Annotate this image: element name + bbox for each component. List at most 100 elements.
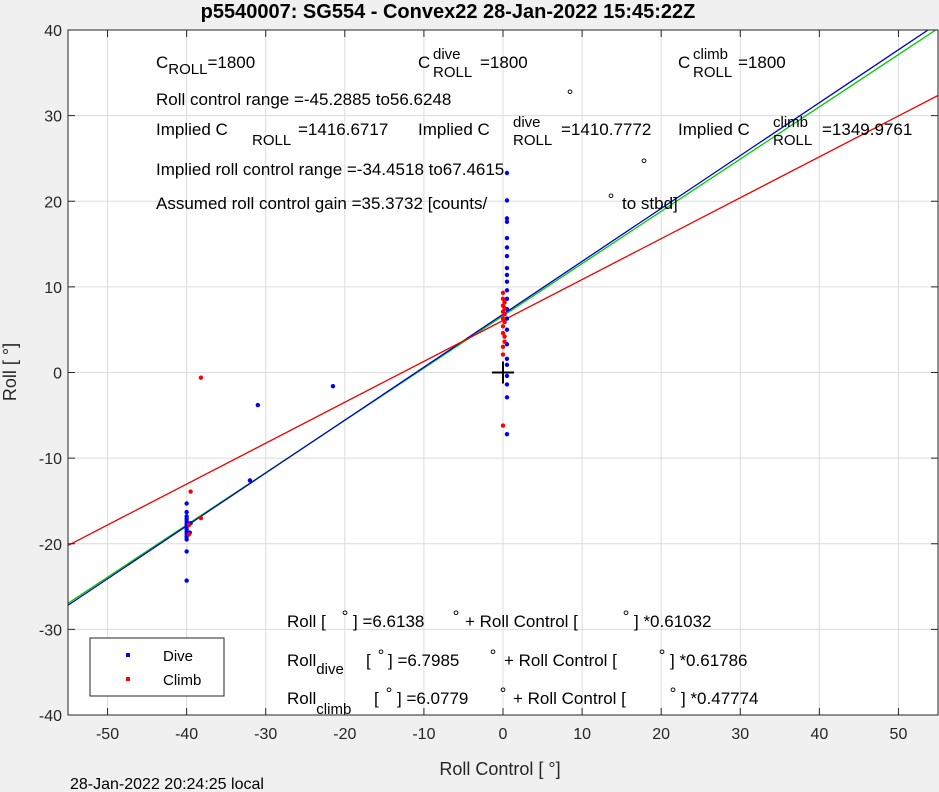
eq-dive-bracket: [ [366,651,371,670]
x-tick-label: -20 [333,726,356,743]
implied-c-roll-climb: Implied C [678,120,750,139]
c-roll-dive-value: =1800 [480,53,528,72]
x-tick-label: 20 [652,726,670,743]
center-marker [492,361,514,384]
x-axis-label: Roll Control [ °] [439,759,560,779]
eq-dive-plus: + Roll Control [ [504,651,617,670]
dive-point [504,272,510,278]
climb-point [500,344,506,350]
implied-c-roll-climb-sup: climb [773,114,808,131]
climb-point [502,306,507,311]
x-tick-label: -30 [254,726,277,743]
climb-point [502,300,507,305]
gain-suffix: to stbd] [622,194,678,213]
data-points [184,170,510,583]
y-ticks: -40 -30 -20 -10 0 10 20 30 40 [39,23,938,725]
dive-point [504,296,510,302]
implied-c-roll-climb-value: =1349.9761 [822,120,912,139]
climb-point [500,324,506,329]
eq-dive-degree-3: ° [659,646,666,665]
y-tick-label: -40 [39,708,62,725]
climb-point [500,352,506,357]
climb-point [500,290,506,296]
eq-dive-end: ] *0.61786 [670,651,748,670]
climb-point [502,319,507,325]
eq-climb-degree-3: ° [670,684,677,703]
eq-climb-end: ] *0.47774 [681,689,759,708]
y-tick-label: 0 [53,366,62,383]
y-tick-label: 40 [44,23,62,40]
x-ticks: -50 -40 -30 -20 -10 0 10 20 30 40 50 [96,30,907,743]
eq-climb-degree-2: ° [500,684,507,703]
y-tick-label: -20 [39,537,62,554]
fit-line [68,30,937,604]
dive-point [247,478,253,483]
eq-roll-prefix: Roll [ [287,612,326,631]
dive-point [504,219,510,224]
eq-dive-degree-1: ° [378,646,385,665]
gain-degree-symbol: ° [608,190,615,209]
eq-roll-degree-1: ° [342,607,349,626]
y-tick-label: 20 [44,194,62,211]
eq-dive-degree-2: ° [490,646,497,665]
implied-c-roll-dive-sub: ROLL [513,132,552,149]
implied-c-roll-dive-sup: dive [513,114,541,131]
legend-climb-marker [126,677,130,681]
y-tick-label: -10 [39,451,62,468]
climb-point [502,312,507,317]
eq-roll-end: ] *0.61032 [634,612,712,631]
implied-c-roll-dive: Implied C [418,120,490,139]
climb-point [500,423,506,428]
implied-c-roll-sub: ROLL [252,132,291,149]
climb-point [186,532,192,537]
x-tick-label: 0 [499,726,508,743]
implied-range: Implied roll control range =-34.4518 to6… [156,160,504,179]
dive-point [184,509,189,515]
legend-climb-label: Climb [163,672,201,689]
dive-point [504,265,510,271]
climb-point [198,375,204,380]
c-roll-climb-sub: ROLL [693,64,732,81]
climb-point [500,296,506,302]
dive-point [504,395,510,400]
dive-point [504,316,510,321]
eq-roll-degree-2: ° [453,607,460,626]
dive-point [184,578,189,583]
climb-point [198,515,204,521]
eq-climb-plus: + Roll Control [ [513,689,626,708]
annotations: CROLL=1800 C dive ROLL =1800 C climb ROL… [156,46,912,718]
eq-climb-bracket: [ [374,689,379,708]
dive-point [504,362,510,367]
climb-point [502,334,507,339]
dive-point [504,382,510,387]
roll-control-range: Roll control range =-45.2885 to56.6248 [156,90,451,109]
dive-point [504,431,510,437]
legend-dive-label: Dive [163,648,193,665]
dive-point [504,373,510,379]
c-roll-dive-sub: ROLL [433,64,472,81]
y-tick-label: 30 [44,109,62,126]
implied-c-roll-dive-value: =1410.7772 [561,120,651,139]
dive-point [504,253,510,259]
implied-c-roll-climb-sub: ROLL [773,132,812,149]
x-tick-label: 50 [890,726,908,743]
footer-timestamp: 28-Jan-2022 20:24:25 local [70,776,264,792]
legend-box [89,637,225,697]
eq-roll-plus: + Roll Control [ [465,612,578,631]
x-tick-label: -50 [96,726,119,743]
dive-point [184,549,189,554]
eq-roll-mid: ] =6.6138 [353,612,424,631]
implied-c-roll: Implied C [156,120,228,139]
eq-dive-prefix: Rolldive [287,651,344,678]
eq-climb-mid: ] =6.0779 [397,689,468,708]
x-tick-label: 10 [573,726,591,743]
eq-roll-degree-3: ° [623,607,630,626]
x-tick-label: -40 [175,726,198,743]
dive-point [504,245,510,250]
dive-point [504,279,510,284]
dive-point [504,216,510,221]
climb-point [186,522,192,528]
dive-point [504,356,510,361]
c-roll-climb-value: =1800 [738,53,786,72]
